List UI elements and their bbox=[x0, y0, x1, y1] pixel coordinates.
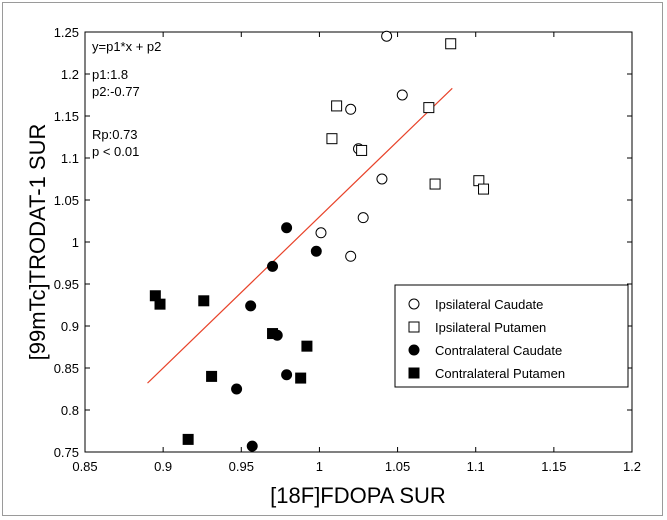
point-contralateral-caudate bbox=[267, 260, 279, 272]
point-contralateral-putamen bbox=[198, 295, 210, 307]
point-contralateral-caudate bbox=[245, 300, 257, 312]
legend-marker-contralateral-caudate bbox=[408, 344, 420, 356]
point-ipsilateral-putamen bbox=[356, 144, 368, 156]
point-ipsilateral-caudate bbox=[345, 103, 357, 115]
y-tick-label: 0.8 bbox=[61, 403, 79, 418]
point-contralateral-caudate bbox=[310, 245, 322, 257]
point-ipsilateral-caudate bbox=[357, 212, 369, 224]
legend-label-contralateral-caudate: Contralateral Caudate bbox=[435, 343, 562, 358]
point-ipsilateral-caudate bbox=[345, 250, 357, 262]
y-tick-label: 1.15 bbox=[54, 109, 79, 124]
legend-marker-ipsilateral-caudate bbox=[408, 298, 420, 310]
x-axis-ticks: 0.85 0.9 0.95 1 1.05 1.1 1.15 1.2 bbox=[72, 32, 641, 474]
point-ipsilateral-caudate bbox=[315, 227, 327, 239]
x-axis-label: [18F]FDOPA SUR bbox=[270, 483, 446, 508]
y-axis-label: [99mTc]TRODAT-1 SUR bbox=[25, 124, 50, 361]
point-ipsilateral-putamen bbox=[326, 133, 338, 145]
point-ipsilateral-putamen bbox=[445, 38, 457, 50]
x-tick-label: 1 bbox=[316, 459, 323, 474]
annotation-pvalue: p < 0.01 bbox=[92, 144, 139, 159]
point-contralateral-putamen bbox=[301, 340, 313, 352]
legend-marker-contralateral-putamen bbox=[408, 367, 420, 379]
x-tick-label: 0.9 bbox=[154, 459, 172, 474]
y-tick-label: 1.1 bbox=[61, 151, 79, 166]
y-tick-label: 0.9 bbox=[61, 319, 79, 334]
x-tick-label: 1.05 bbox=[385, 459, 410, 474]
annotation-p2: p2:-0.77 bbox=[92, 84, 140, 99]
point-contralateral-putamen bbox=[182, 433, 194, 445]
regression-line bbox=[147, 87, 453, 384]
x-tick-label: 1.15 bbox=[541, 459, 566, 474]
point-ipsilateral-putamen bbox=[429, 178, 441, 190]
point-contralateral-putamen bbox=[206, 370, 218, 382]
y-tick-label: 1 bbox=[72, 235, 79, 250]
x-tick-label: 0.95 bbox=[229, 459, 254, 474]
point-contralateral-putamen bbox=[267, 328, 279, 340]
plot-area bbox=[84, 31, 633, 453]
point-ipsilateral-putamen bbox=[478, 183, 490, 195]
legend-box bbox=[394, 284, 629, 388]
annotation-equation: y=p1*x + p2 bbox=[92, 39, 161, 54]
point-ipsilateral-caudate bbox=[381, 30, 393, 42]
point-contralateral-caudate bbox=[281, 369, 293, 381]
point-ipsilateral-caudate bbox=[376, 173, 388, 185]
point-contralateral-caudate bbox=[281, 222, 293, 234]
y-tick-label: 1.05 bbox=[54, 193, 79, 208]
point-ipsilateral-caudate bbox=[396, 89, 408, 101]
y-tick-label: 0.85 bbox=[54, 361, 79, 376]
x-tick-label: 0.85 bbox=[72, 459, 97, 474]
point-ipsilateral-putamen bbox=[423, 102, 435, 114]
annotation-p1: p1:1.8 bbox=[92, 67, 128, 82]
y-axis-ticks: 0.75 0.8 0.85 0.9 0.95 1 1.05 1.1 1.15 1.2 1.25 bbox=[54, 25, 632, 460]
legend-label-contralateral-putamen: Contralateral Putamen bbox=[435, 366, 565, 381]
y-tick-label: 1.25 bbox=[54, 25, 79, 40]
point-contralateral-putamen bbox=[295, 372, 307, 384]
legend-marker-ipsilateral-putamen bbox=[408, 321, 420, 333]
legend-label-ipsilateral-putamen: Ipsilateral Putamen bbox=[435, 320, 546, 335]
legend: Ipsilateral Caudate Ipsilateral Putamen … bbox=[394, 284, 629, 388]
x-tick-label: 1.1 bbox=[467, 459, 485, 474]
x-tick-label: 1.2 bbox=[623, 459, 641, 474]
y-tick-label: 0.75 bbox=[54, 445, 79, 460]
y-tick-label: 1.2 bbox=[61, 67, 79, 82]
point-ipsilateral-putamen bbox=[331, 100, 343, 112]
point-contralateral-putamen bbox=[154, 298, 166, 310]
data-points bbox=[149, 30, 490, 452]
y-tick-label: 0.95 bbox=[54, 277, 79, 292]
annotation-rp: Rp:0.73 bbox=[92, 127, 138, 142]
point-contralateral-caudate bbox=[246, 440, 258, 452]
legend-label-ipsilateral-caudate: Ipsilateral Caudate bbox=[435, 297, 543, 312]
point-contralateral-caudate bbox=[231, 383, 243, 395]
